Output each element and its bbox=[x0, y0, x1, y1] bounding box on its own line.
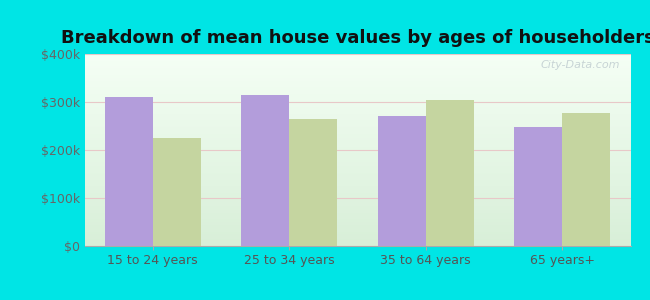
Title: Breakdown of mean house values by ages of householders: Breakdown of mean house values by ages o… bbox=[60, 29, 650, 47]
Bar bbox=[105, 97, 153, 246]
Bar bbox=[289, 119, 337, 246]
Bar bbox=[378, 116, 426, 246]
Bar bbox=[242, 95, 289, 246]
Bar bbox=[515, 127, 562, 246]
Bar bbox=[153, 138, 200, 246]
Text: City-Data.com: City-Data.com bbox=[540, 60, 619, 70]
Bar bbox=[562, 112, 610, 246]
Bar bbox=[426, 100, 473, 246]
